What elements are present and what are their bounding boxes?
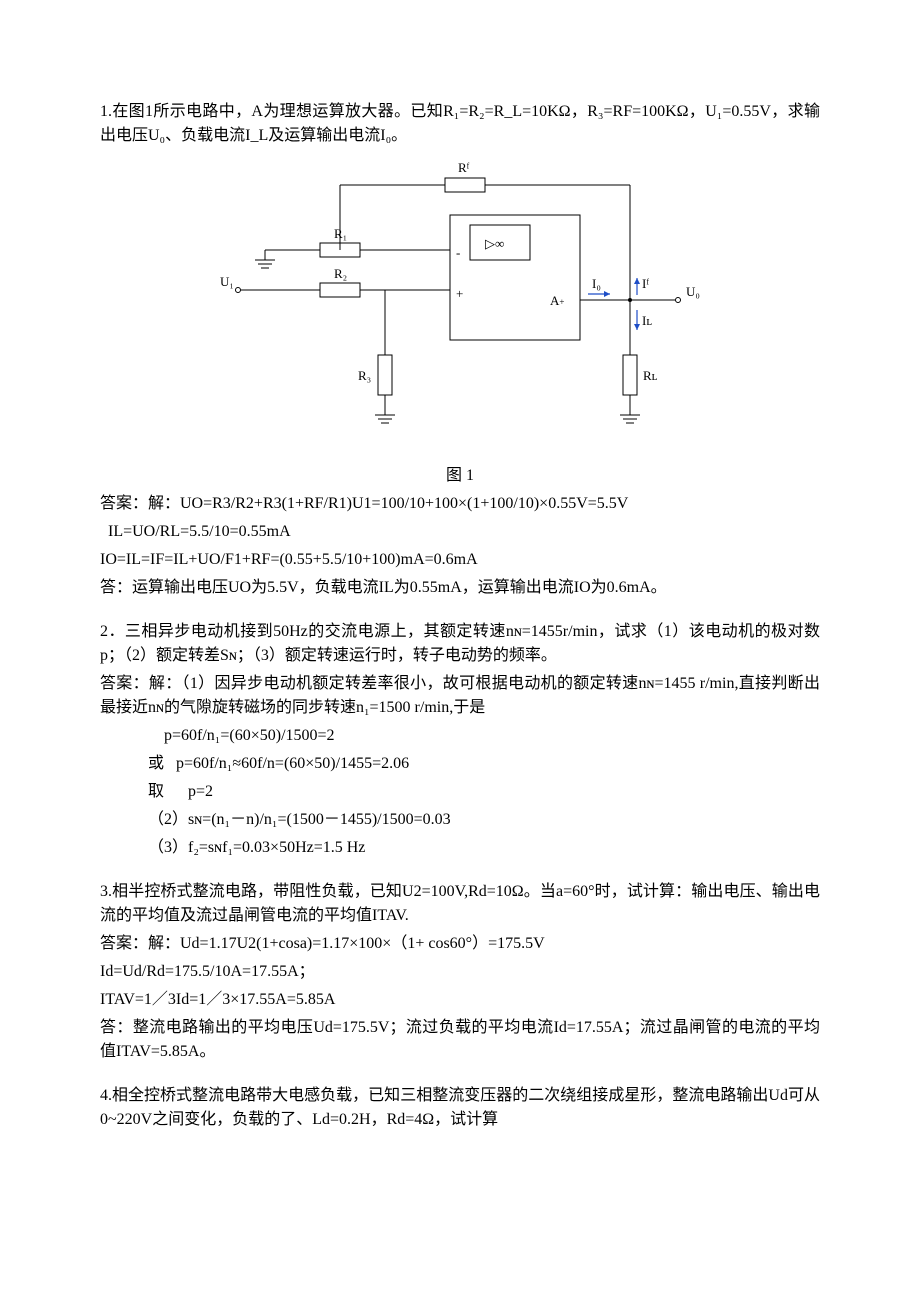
q2-calc-4: （2）sɴ=(n₁－n)/n₁=(1500－1455)/1500=0.03: [100, 808, 820, 832]
q2-calc-1: p=60f/n₁=(60×50)/1500=2: [100, 724, 820, 748]
q3-ans-1: 答案：解：Ud=1.17U2(1+cosa)=1.17×100×（1+ cos6…: [100, 932, 820, 956]
figure-1: Rᶠ R₁ U₁ R₂ R₃ ▷∞ - + A+ U₀ I₀ Iᶠ Iʟ: [100, 160, 820, 460]
q1-ans-4: 答：运算输出电压UO为5.5V，负载电流IL为0.55mA，运算输出电流IO为0…: [100, 576, 820, 600]
label-r3: R₃: [358, 368, 371, 383]
label-il: Iʟ: [642, 313, 652, 328]
label-rf: Rᶠ: [458, 160, 470, 175]
q1-ans-3: IO=IL=IF=IL+UO/F1+RF=(0.55+5.5/10+100)mA…: [100, 548, 820, 572]
q3-ans-4: 答：整流电路输出的平均电压Ud=175.5V；流过负载的平均电流Id=17.55…: [100, 1016, 820, 1064]
q2-calc-2: 或 p=60f/n₁≈60f/n=(60×50)/1455=2.06: [100, 752, 820, 776]
label-u0: U₀: [686, 284, 700, 299]
label-a: A+: [550, 293, 564, 308]
label-inf: ▷∞: [485, 236, 504, 251]
q3-prompt: 3.相半控桥式整流电路，带阻性负载，已知U2=100V,Rd=10Ω。当a=60…: [100, 880, 820, 928]
q2-ans-1: 答案：解：（1）因异步电动机额定转差率很小，故可根据电动机的额定转速nɴ=145…: [100, 672, 820, 720]
label-plus: +: [456, 286, 463, 301]
q4-prompt: 4.相全控桥式整流电路带大电感负载，已知三相整流变压器的二次绕组接成星形，整流电…: [100, 1084, 820, 1132]
label-i0: I₀: [592, 276, 601, 291]
label-u1: U₁: [220, 274, 234, 289]
label-minus: -: [456, 245, 460, 260]
label-if: Iᶠ: [642, 276, 649, 291]
q1-prompt: 1.在图1所示电路中，A为理想运算放大器。已知R₁=R₂=R_L=10KΩ，R₃…: [100, 100, 820, 148]
fig1-caption: 图 1: [100, 464, 820, 488]
q2-calc-3: 取 p=2: [100, 780, 820, 804]
q2-prompt: 2．三相异步电动机接到50Hᴢ的交流电源上，其额定转速nɴ=1455r/min，…: [100, 620, 820, 668]
label-rl: Rʟ: [643, 368, 658, 383]
label-r1: R₁: [334, 226, 347, 241]
q3-ans-3: ITAV=1／3Id=1／3×17.55A=5.85A: [100, 988, 820, 1012]
label-r2: R₂: [334, 266, 347, 281]
q3-ans-2: Id=Ud/Rd=175.5/10A=17.55A；: [100, 960, 820, 984]
q1-ans-2: IL=UO/RL=5.5/10=0.55mA: [100, 520, 820, 544]
q1-ans-1: 答案：解：UO=R3/R2+R3(1+RF/R1)U1=100/10+100×(…: [100, 492, 820, 516]
q2-calc-5: （3）f₂=sɴf₁=0.03×50Hᴢ=1.5 Hᴢ: [100, 836, 820, 860]
